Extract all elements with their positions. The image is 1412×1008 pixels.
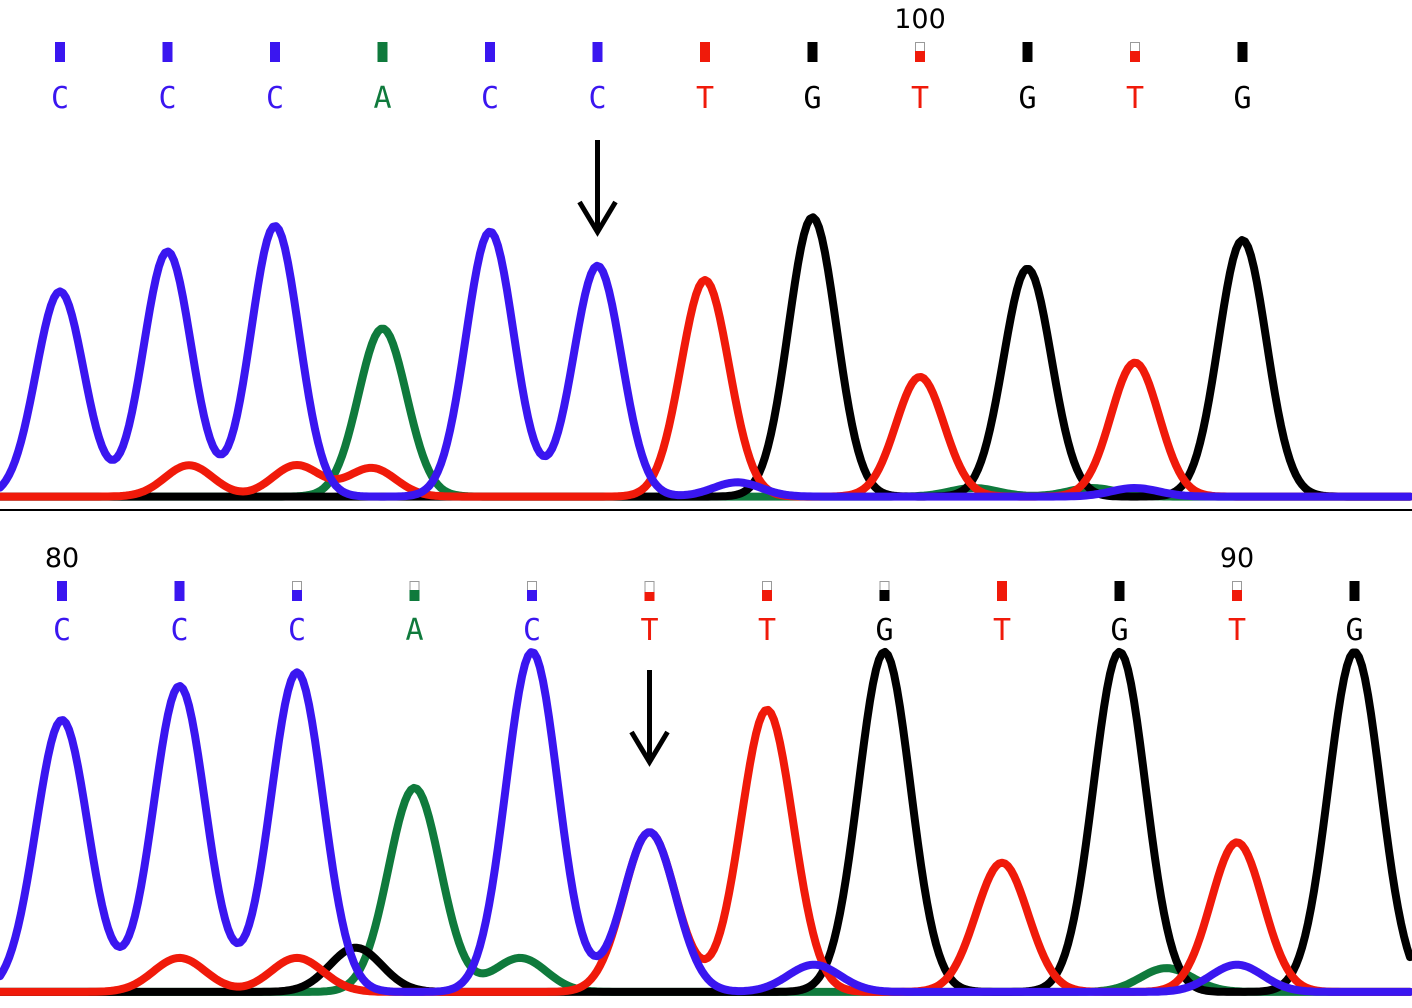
base-call-label: T — [696, 81, 714, 116]
quality-bar — [55, 42, 65, 62]
base-call-label: G — [875, 613, 893, 648]
base-call-label: T — [758, 613, 776, 648]
trace-g — [0, 213, 1412, 501]
base-call-label: C — [588, 81, 606, 116]
quality-bar — [700, 42, 710, 62]
quality-bar — [1022, 42, 1033, 62]
quality-bar — [270, 42, 280, 62]
quality-bar — [997, 581, 1007, 601]
base-call-label: G — [1345, 613, 1363, 648]
base-call-label: C — [266, 81, 284, 116]
position-number-label: 100 — [894, 4, 946, 35]
base-call-label: A — [405, 613, 423, 648]
quality-bar — [1114, 581, 1125, 601]
base-call-label: C — [288, 613, 306, 648]
variant-arrow-head — [629, 730, 670, 767]
quality-bar — [644, 592, 655, 601]
base-call-label: G — [803, 81, 821, 116]
base-call-label: T — [1228, 613, 1246, 648]
base-call-label: G — [1233, 81, 1251, 116]
base-call-label: C — [53, 613, 71, 648]
chromatogram-panel-top: 100 C C C A C C T G T G T G — [0, 4, 1412, 511]
trace-c — [0, 648, 1412, 996]
position-number-label: 80 — [45, 543, 79, 574]
base-call-label: C — [51, 81, 69, 116]
chromatogram-panel-bottom: 80 90 C C C A C T T G T G T G — [0, 543, 1412, 996]
quality-bar — [807, 42, 818, 62]
base-call-label: C — [481, 81, 499, 116]
trace-t — [0, 705, 1412, 996]
quality-bar — [1232, 590, 1242, 601]
base-call-label: G — [1018, 81, 1036, 116]
base-call-label: T — [640, 613, 658, 648]
position-number-label: 90 — [1220, 543, 1254, 574]
variant-arrow-head — [577, 200, 618, 237]
quality-bar — [879, 590, 890, 601]
quality-bar — [527, 590, 537, 601]
quality-bar — [377, 42, 388, 62]
quality-bar — [409, 590, 420, 601]
trace-g — [0, 648, 1412, 996]
base-call-label: T — [911, 81, 929, 116]
quality-bar — [915, 51, 925, 62]
base-call-label: C — [158, 81, 176, 116]
base-call-label: C — [523, 613, 541, 648]
trace-t — [0, 276, 1412, 501]
base-call-label: C — [170, 613, 188, 648]
base-call-label: T — [993, 613, 1011, 648]
quality-bar — [1349, 581, 1360, 601]
base-call-label: T — [1126, 81, 1144, 116]
quality-bar — [592, 42, 603, 62]
base-call-label: A — [373, 81, 391, 116]
quality-bar — [1130, 51, 1140, 62]
quality-bar — [162, 42, 173, 62]
quality-bar — [762, 590, 772, 601]
quality-bar — [1237, 42, 1248, 62]
quality-bar — [174, 581, 185, 601]
trace-c — [0, 222, 1412, 501]
base-call-label: G — [1110, 613, 1128, 648]
quality-bar — [57, 581, 67, 601]
quality-bar — [292, 590, 302, 601]
quality-bar — [485, 42, 495, 62]
